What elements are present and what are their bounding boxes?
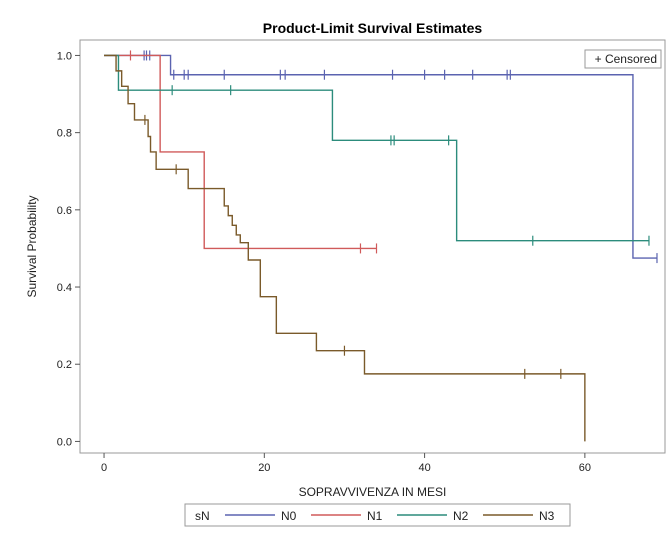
series-n3 — [104, 54, 586, 442]
plot-frame — [79, 39, 666, 454]
y-axis-label: Survival Probability — [25, 195, 39, 297]
x-tick-label: 60 — [579, 462, 591, 474]
survival-line-n3 — [104, 54, 586, 442]
chart-title: Product-Limit Survival Estimates — [263, 20, 483, 36]
y-tick-label: 0.6 — [57, 205, 72, 217]
y-tick-label: 0.4 — [57, 282, 72, 294]
x-tick-label: 20 — [258, 462, 270, 474]
series-layer — [104, 50, 658, 442]
y-tick-label: 1.0 — [57, 50, 72, 62]
legend-box — [184, 503, 571, 527]
y-tick-label: 0.8 — [57, 128, 72, 140]
x-axis-label: SOPRAVVIVENZA IN MESI — [299, 485, 447, 499]
series-n0 — [104, 50, 658, 264]
y-tick-label: 0.2 — [57, 359, 72, 371]
x-tick-label: 0 — [101, 462, 107, 474]
censored-legend-box — [584, 49, 662, 69]
legend-label-n1: N1 — [367, 509, 383, 523]
survival-line-n2 — [104, 54, 649, 242]
censored-legend-label: + Censored — [595, 52, 657, 66]
legend-title: sN — [195, 509, 210, 523]
survival-line-n1 — [104, 54, 377, 250]
legend-label-n0: N0 — [281, 509, 297, 523]
axes: 0 20 40 60 0.0 0.2 0.4 0.6 0.8 1.0 — [57, 50, 591, 474]
legend-label-n2: N2 — [453, 509, 469, 523]
censored-legend: + Censored — [584, 49, 662, 69]
y-tick-label: 0.0 — [57, 436, 72, 448]
survival-line-n0 — [104, 54, 657, 259]
legend: sN N0 N1 N2 N3 — [184, 503, 571, 527]
series-n1 — [104, 50, 378, 254]
x-tick-label: 40 — [418, 462, 430, 474]
legend-label-n3: N3 — [539, 509, 555, 523]
series-n2 — [104, 54, 650, 246]
